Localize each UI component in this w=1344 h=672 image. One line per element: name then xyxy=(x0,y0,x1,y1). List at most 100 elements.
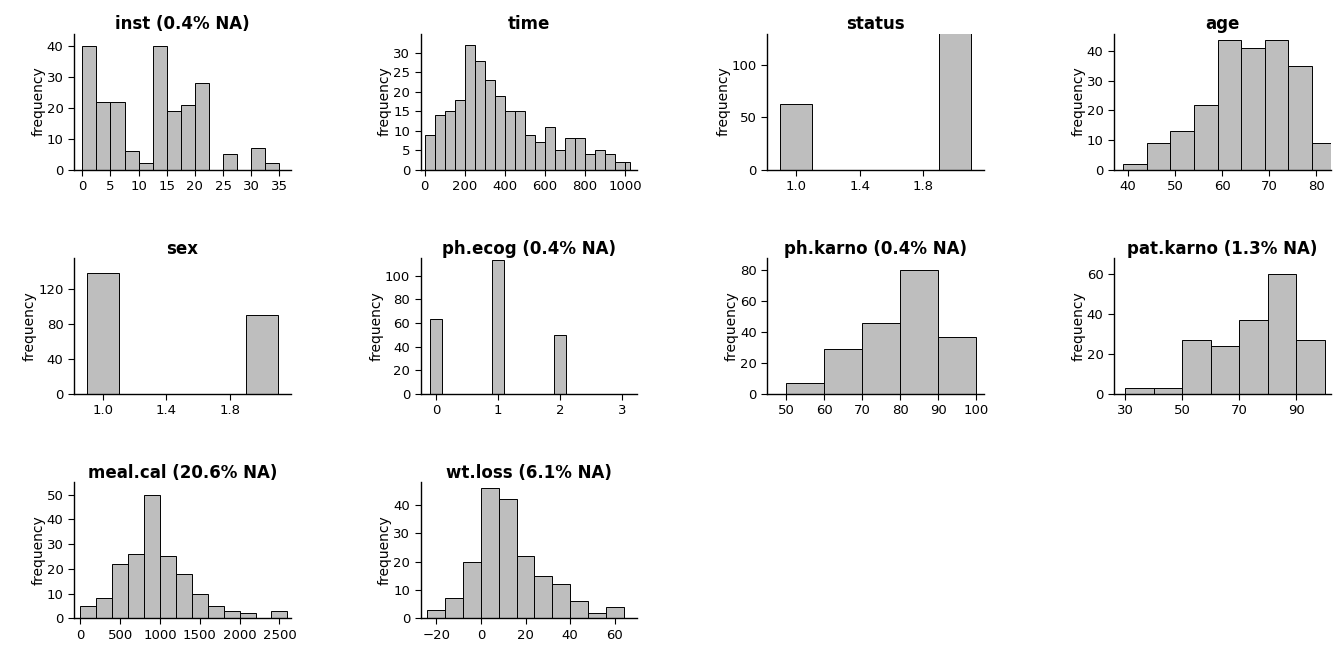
Bar xyxy=(495,95,505,169)
Bar xyxy=(552,584,570,618)
Bar xyxy=(499,499,516,618)
Bar xyxy=(1211,346,1239,394)
Bar xyxy=(1153,388,1183,394)
Bar xyxy=(427,610,445,618)
Bar xyxy=(176,574,192,618)
Bar xyxy=(97,599,112,618)
Bar xyxy=(138,163,153,169)
Title: ph.ecog (0.4% NA): ph.ecog (0.4% NA) xyxy=(442,240,616,258)
Bar xyxy=(939,0,972,169)
Y-axis label: frequency: frequency xyxy=(716,67,730,136)
Bar xyxy=(97,101,110,169)
Bar xyxy=(516,556,535,618)
Bar xyxy=(1239,320,1267,394)
Bar xyxy=(555,150,564,169)
Bar xyxy=(1288,66,1312,169)
Bar xyxy=(445,112,454,169)
Title: age: age xyxy=(1206,15,1239,34)
Bar xyxy=(160,556,176,618)
Bar xyxy=(786,383,824,394)
Bar xyxy=(86,273,118,394)
Bar xyxy=(434,115,445,169)
Bar xyxy=(1125,388,1153,394)
Bar xyxy=(575,138,585,169)
Bar xyxy=(246,315,278,394)
Y-axis label: frequency: frequency xyxy=(1071,291,1085,361)
Bar xyxy=(535,142,544,169)
Bar xyxy=(192,593,208,618)
Bar xyxy=(112,564,128,618)
Bar xyxy=(1241,48,1265,169)
Bar xyxy=(863,323,900,394)
Bar xyxy=(265,163,280,169)
Bar xyxy=(430,319,442,394)
Bar xyxy=(144,495,160,618)
Title: ph.karno (0.4% NA): ph.karno (0.4% NA) xyxy=(784,240,968,258)
Title: meal.cal (20.6% NA): meal.cal (20.6% NA) xyxy=(87,464,277,482)
Bar xyxy=(900,270,938,394)
Bar xyxy=(181,105,195,169)
Bar xyxy=(544,127,555,169)
Bar xyxy=(589,613,606,618)
Title: time: time xyxy=(508,15,550,34)
Y-axis label: frequency: frequency xyxy=(23,291,36,361)
Bar xyxy=(1183,340,1211,394)
Y-axis label: frequency: frequency xyxy=(31,515,46,585)
Bar xyxy=(195,83,208,169)
Bar xyxy=(824,349,863,394)
Bar xyxy=(271,611,288,618)
Bar xyxy=(208,606,223,618)
Y-axis label: frequency: frequency xyxy=(378,67,391,136)
Bar xyxy=(585,154,595,169)
Bar xyxy=(606,607,624,618)
Y-axis label: frequency: frequency xyxy=(370,291,383,361)
Bar xyxy=(564,138,575,169)
Bar xyxy=(1193,105,1218,169)
Bar xyxy=(481,488,499,618)
Bar xyxy=(445,598,464,618)
Bar xyxy=(1267,274,1297,394)
Title: sex: sex xyxy=(167,240,199,258)
Bar xyxy=(485,80,495,169)
Bar xyxy=(1297,340,1325,394)
Y-axis label: frequency: frequency xyxy=(1071,67,1085,136)
Bar xyxy=(505,112,515,169)
Y-axis label: frequency: frequency xyxy=(724,291,739,361)
Bar xyxy=(515,112,526,169)
Bar xyxy=(465,45,474,169)
Title: pat.karno (1.3% NA): pat.karno (1.3% NA) xyxy=(1128,240,1317,258)
Bar xyxy=(1124,164,1146,169)
Title: wt.loss (6.1% NA): wt.loss (6.1% NA) xyxy=(446,464,612,482)
Bar xyxy=(251,148,265,169)
Bar xyxy=(535,576,552,618)
Bar xyxy=(474,60,485,169)
Y-axis label: frequency: frequency xyxy=(378,515,392,585)
Bar xyxy=(223,611,239,618)
Bar xyxy=(554,335,566,394)
Bar xyxy=(454,99,465,169)
Bar xyxy=(938,337,976,394)
Bar xyxy=(223,154,237,169)
Bar xyxy=(492,260,504,394)
Bar xyxy=(82,46,97,169)
Bar xyxy=(595,150,605,169)
Bar xyxy=(128,554,144,618)
Bar xyxy=(1218,40,1241,169)
Bar xyxy=(1265,40,1288,169)
Title: status: status xyxy=(847,15,905,34)
Bar xyxy=(1171,131,1193,169)
Bar xyxy=(605,154,616,169)
Bar xyxy=(570,601,589,618)
Bar xyxy=(425,134,434,169)
Bar xyxy=(167,111,181,169)
Bar xyxy=(239,614,255,618)
Title: inst (0.4% NA): inst (0.4% NA) xyxy=(116,15,250,34)
Bar xyxy=(1146,143,1171,169)
Y-axis label: frequency: frequency xyxy=(31,67,46,136)
Bar xyxy=(625,162,629,169)
Bar xyxy=(616,162,625,169)
Bar xyxy=(81,606,97,618)
Bar xyxy=(110,101,125,169)
Bar xyxy=(1312,143,1331,169)
Bar xyxy=(153,46,167,169)
